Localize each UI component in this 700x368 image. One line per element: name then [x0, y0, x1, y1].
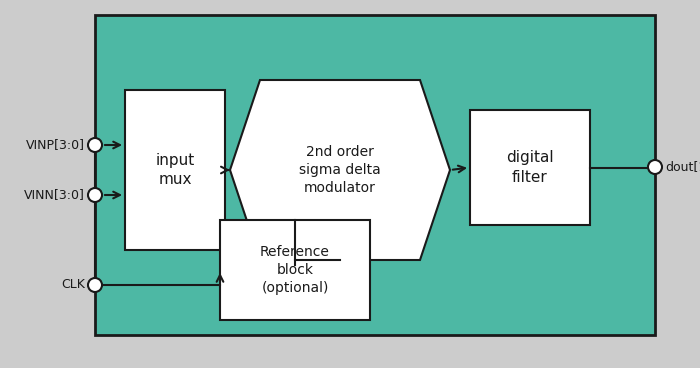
Text: VINP[3:0]: VINP[3:0] — [26, 138, 85, 152]
Text: VINN[3:0]: VINN[3:0] — [24, 188, 85, 202]
Text: dout[15:0]: dout[15:0] — [665, 160, 700, 173]
Bar — [470, 110, 590, 225]
Text: CLK: CLK — [61, 279, 85, 291]
Bar — [125, 90, 225, 250]
Circle shape — [88, 188, 102, 202]
Circle shape — [88, 138, 102, 152]
Text: digital
filter: digital filter — [506, 150, 554, 185]
Circle shape — [648, 160, 662, 174]
Bar — [220, 220, 370, 320]
Bar — [95, 15, 655, 335]
Polygon shape — [230, 80, 450, 260]
Circle shape — [88, 278, 102, 292]
Text: input
mux: input mux — [155, 153, 195, 187]
Text: 2nd order
sigma delta
modulator: 2nd order sigma delta modulator — [299, 145, 381, 195]
Text: Reference
block
(optional): Reference block (optional) — [260, 245, 330, 296]
